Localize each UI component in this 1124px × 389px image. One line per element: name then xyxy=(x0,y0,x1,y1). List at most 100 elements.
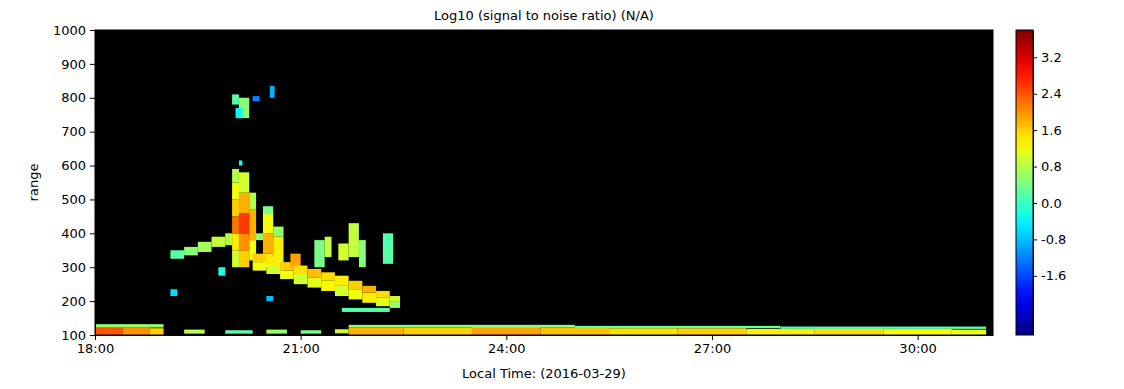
cell xyxy=(290,254,300,268)
x-tick-label: 24:00 xyxy=(488,341,525,356)
cell xyxy=(321,272,335,280)
cell xyxy=(314,240,324,267)
cell xyxy=(335,329,349,333)
y-tick-mark xyxy=(90,166,95,167)
x-axis: 18:0021:0024:0027:0030:00 xyxy=(77,335,994,356)
cell xyxy=(362,286,376,293)
cell xyxy=(266,257,280,265)
cell xyxy=(325,237,332,257)
y-tick-label: 800 xyxy=(61,90,86,105)
cell xyxy=(349,289,363,299)
cell xyxy=(239,160,242,165)
y-tick-label: 900 xyxy=(61,57,86,72)
y-tick-mark xyxy=(90,132,95,133)
colorbar-tick-label: 0.8 xyxy=(1041,159,1062,174)
x-tick: 30:00 xyxy=(899,335,936,356)
y-tick: 1000 xyxy=(53,23,95,38)
cell xyxy=(359,240,366,267)
cell xyxy=(184,330,205,334)
cell xyxy=(266,266,280,274)
cell xyxy=(273,227,283,237)
cell xyxy=(232,233,239,250)
colorbar-tick-mark xyxy=(1033,167,1037,168)
plot-frame xyxy=(95,30,993,335)
x-tick: 24:00 xyxy=(488,335,525,356)
x-axis-title: Local Time: (2016-03-29) xyxy=(462,366,626,381)
y-tick: 200 xyxy=(61,294,95,309)
cell xyxy=(150,328,164,335)
y-tick-mark xyxy=(90,98,95,99)
cell xyxy=(225,233,232,245)
cell xyxy=(338,244,348,261)
cell xyxy=(390,296,400,301)
y-axis-title: range xyxy=(26,164,41,202)
y-tick-mark xyxy=(90,335,95,336)
y-tick-mark xyxy=(90,233,95,234)
y-tick: 900 xyxy=(61,57,95,72)
y-tick: 600 xyxy=(61,158,95,173)
cell xyxy=(376,291,390,298)
cell xyxy=(952,330,986,335)
y-tick-mark xyxy=(90,30,95,31)
plot-background xyxy=(95,30,993,335)
cell xyxy=(263,213,273,233)
cell xyxy=(232,94,239,104)
cell xyxy=(249,210,256,241)
cell xyxy=(232,169,239,183)
cell xyxy=(198,242,212,252)
y-tick: 500 xyxy=(61,192,95,207)
y-tick-mark xyxy=(90,64,95,65)
cell xyxy=(266,330,287,334)
y-tick: 300 xyxy=(61,260,95,275)
cell xyxy=(472,327,541,335)
cell xyxy=(218,267,225,275)
cell xyxy=(335,276,349,286)
y-tick-label: 500 xyxy=(61,192,86,207)
y-tick: 400 xyxy=(61,226,95,241)
cell xyxy=(308,269,322,277)
cell xyxy=(349,223,359,257)
cell xyxy=(349,328,404,335)
x-tick-label: 21:00 xyxy=(282,341,319,356)
y-tick: 100 xyxy=(61,328,95,343)
colorbar-axis: -1.6-0.80.00.81.62.43.2 xyxy=(1033,31,1066,336)
colorbar-tick: 3.2 xyxy=(1033,50,1062,65)
cell xyxy=(342,308,390,312)
y-tick-label: 400 xyxy=(61,226,86,241)
cell xyxy=(253,96,260,101)
y-tick-label: 200 xyxy=(61,294,86,309)
cell xyxy=(239,172,249,192)
colorbar-tick-mark xyxy=(1033,57,1037,58)
colorbar-tick-mark xyxy=(1033,203,1037,204)
colorbar-tick-mark xyxy=(1033,94,1037,95)
cell xyxy=(232,199,239,216)
x-tick-label: 27:00 xyxy=(694,341,731,356)
y-tick-label: 300 xyxy=(61,260,86,275)
y-tick: 700 xyxy=(61,124,95,139)
y-tick-label: 1000 xyxy=(53,23,86,38)
cell xyxy=(273,237,283,257)
cell xyxy=(170,250,184,258)
cell xyxy=(266,296,273,301)
cell xyxy=(780,327,986,329)
colorbar-tick: 2.4 xyxy=(1033,86,1062,101)
x-tick-mark xyxy=(301,335,302,340)
cell xyxy=(294,274,308,284)
y-tick-label: 700 xyxy=(61,124,86,139)
cell xyxy=(249,193,256,210)
x-tick-mark xyxy=(95,335,96,340)
colorbar-tick: 1.6 xyxy=(1033,123,1062,138)
cell xyxy=(239,233,249,250)
colorbar-tick: -1.6 xyxy=(1033,268,1066,283)
colorbar-axis-line xyxy=(1033,31,1034,336)
y-tick-mark xyxy=(90,301,95,302)
y-tick-label: 100 xyxy=(61,328,86,343)
cell xyxy=(308,277,322,287)
cell xyxy=(263,206,273,213)
cell xyxy=(301,330,322,333)
cell xyxy=(232,183,239,200)
cell xyxy=(376,298,390,306)
y-tick: 800 xyxy=(61,90,95,105)
cell xyxy=(321,281,335,291)
cell xyxy=(232,216,239,233)
